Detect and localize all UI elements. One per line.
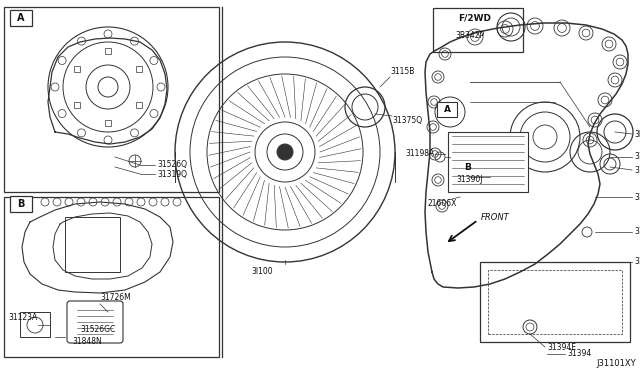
Bar bbox=[433, 8, 523, 52]
Bar bbox=[74, 102, 80, 108]
Text: J31101XY: J31101XY bbox=[596, 359, 636, 369]
Text: 3B342Q: 3B342Q bbox=[634, 129, 640, 138]
Bar bbox=[136, 66, 142, 72]
Text: 31390J: 31390J bbox=[456, 176, 483, 185]
Text: 31726M: 31726M bbox=[100, 292, 131, 301]
Bar bbox=[4, 197, 219, 357]
Bar bbox=[488, 270, 622, 334]
Bar bbox=[105, 48, 111, 54]
Text: 31390: 31390 bbox=[634, 257, 640, 266]
Bar bbox=[480, 262, 630, 342]
Text: A: A bbox=[444, 106, 451, 115]
Text: 31526GC: 31526GC bbox=[80, 324, 115, 334]
Text: B: B bbox=[465, 163, 472, 171]
Bar bbox=[20, 312, 50, 337]
Text: 31848N: 31848N bbox=[72, 337, 102, 346]
Bar bbox=[10, 196, 32, 212]
Text: B: B bbox=[17, 199, 25, 209]
Text: 31397: 31397 bbox=[634, 192, 640, 202]
Bar bbox=[448, 132, 528, 192]
Bar bbox=[105, 120, 111, 126]
Text: 31319Q: 31319Q bbox=[157, 170, 187, 179]
Bar bbox=[458, 159, 478, 174]
Text: F/2WD: F/2WD bbox=[458, 13, 491, 22]
Text: 31394: 31394 bbox=[567, 350, 591, 359]
Bar bbox=[437, 102, 457, 117]
Text: 3l100: 3l100 bbox=[251, 267, 273, 276]
Text: A: A bbox=[17, 13, 25, 23]
Text: 31394E: 31394E bbox=[547, 343, 576, 352]
Text: 31198A: 31198A bbox=[405, 150, 435, 158]
Text: 3B342P: 3B342P bbox=[455, 32, 484, 41]
Text: 31124A: 31124A bbox=[634, 228, 640, 237]
Text: 21606X: 21606X bbox=[428, 199, 458, 208]
FancyBboxPatch shape bbox=[67, 301, 123, 343]
Text: 3115B: 3115B bbox=[390, 67, 414, 77]
Text: 31123A: 31123A bbox=[8, 312, 37, 321]
Bar bbox=[65, 217, 120, 272]
Text: 31526Q: 31526Q bbox=[157, 160, 187, 170]
Bar bbox=[136, 102, 142, 108]
Bar bbox=[10, 10, 32, 26]
Bar bbox=[4, 7, 219, 192]
Text: 31319QA: 31319QA bbox=[634, 166, 640, 174]
Bar bbox=[74, 66, 80, 72]
Circle shape bbox=[277, 144, 293, 160]
Text: FRONT: FRONT bbox=[481, 214, 509, 222]
Text: 31526QA: 31526QA bbox=[634, 153, 640, 161]
Text: 31375Q: 31375Q bbox=[392, 115, 422, 125]
